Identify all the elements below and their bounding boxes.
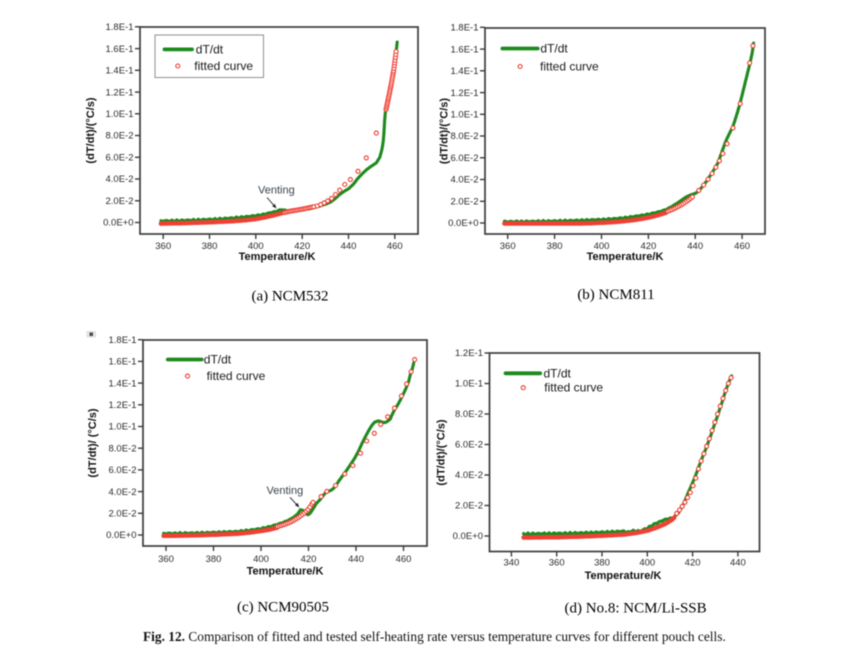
- svg-text:(a) NCM532: (a) NCM532: [251, 288, 328, 304]
- svg-text:4.0E-2: 4.0E-2: [451, 175, 479, 186]
- svg-text:440: 440: [341, 241, 357, 252]
- svg-text:1.8E-1: 1.8E-1: [106, 22, 134, 33]
- svg-text:1.0E-1: 1.0E-1: [106, 109, 134, 120]
- svg-text:460: 460: [396, 554, 412, 565]
- svg-text:1.6E-1: 1.6E-1: [451, 44, 479, 55]
- svg-text:dT/dt: dT/dt: [540, 42, 568, 56]
- svg-text:0.0E+0: 0.0E+0: [106, 530, 136, 541]
- svg-text:(dT/dt)/(°C/s): (dT/dt)/(°C/s): [436, 419, 448, 485]
- svg-text:6.0E-2: 6.0E-2: [106, 153, 134, 164]
- svg-text:2.0E-2: 2.0E-2: [455, 501, 483, 512]
- svg-text:fitted curve: fitted curve: [207, 369, 266, 383]
- svg-text:420: 420: [294, 241, 310, 252]
- svg-text:1.2E-1: 1.2E-1: [106, 87, 134, 98]
- svg-text:(c) NCM90505: (c) NCM90505: [237, 600, 329, 616]
- svg-text:8.0E-2: 8.0E-2: [106, 131, 134, 142]
- svg-text:6.0E-2: 6.0E-2: [451, 153, 479, 164]
- svg-text:8.0E-2: 8.0E-2: [455, 409, 483, 420]
- svg-text:360: 360: [158, 554, 174, 565]
- svg-text:1.4E-1: 1.4E-1: [451, 66, 479, 77]
- svg-text:0.0E+0: 0.0E+0: [453, 531, 483, 542]
- svg-text:400: 400: [248, 241, 264, 252]
- svg-text:2.0E-2: 2.0E-2: [106, 196, 134, 207]
- svg-text:360: 360: [500, 241, 516, 252]
- svg-text:1.0E-1: 1.0E-1: [109, 422, 137, 433]
- svg-text:460: 460: [734, 241, 750, 252]
- svg-text:1.2E-1: 1.2E-1: [451, 88, 479, 99]
- svg-text:0.0E+0: 0.0E+0: [103, 218, 133, 229]
- svg-text:380: 380: [206, 554, 222, 565]
- svg-text:340: 340: [503, 558, 519, 569]
- svg-text:2.0E-2: 2.0E-2: [451, 197, 479, 208]
- svg-text:Temperature/K: Temperature/K: [587, 251, 664, 263]
- svg-text:380: 380: [594, 558, 610, 569]
- svg-text:1.4E-1: 1.4E-1: [106, 66, 134, 77]
- svg-text:460: 460: [387, 241, 403, 252]
- svg-text:1.0E-1: 1.0E-1: [455, 379, 483, 390]
- svg-text:Temperature/K: Temperature/K: [585, 570, 662, 582]
- svg-text:1.6E-1: 1.6E-1: [109, 357, 137, 368]
- svg-text:8.0E-2: 8.0E-2: [109, 443, 137, 454]
- svg-text:6.0E-2: 6.0E-2: [109, 465, 137, 476]
- svg-text:1.2E-1: 1.2E-1: [455, 348, 483, 359]
- svg-text:4.0E-2: 4.0E-2: [455, 470, 483, 481]
- svg-text:1.4E-1: 1.4E-1: [109, 378, 137, 389]
- svg-text:1.2E-1: 1.2E-1: [109, 400, 137, 411]
- svg-text:440: 440: [687, 241, 703, 252]
- svg-text:dT/dt: dT/dt: [204, 353, 232, 367]
- svg-text:400: 400: [639, 558, 655, 569]
- svg-text:1.8E-1: 1.8E-1: [451, 23, 479, 34]
- svg-text:420: 420: [640, 241, 656, 252]
- svg-text:380: 380: [202, 241, 218, 252]
- svg-text:(b) NCM811: (b) NCM811: [577, 287, 654, 303]
- svg-text:0.0E+0: 0.0E+0: [448, 218, 478, 229]
- svg-text:dT/dt: dT/dt: [196, 42, 224, 56]
- svg-text:(dT/dt)/(°C/s): (dT/dt)/(°C/s): [85, 97, 97, 163]
- svg-text:400: 400: [594, 241, 610, 252]
- svg-text:4.0E-2: 4.0E-2: [109, 487, 137, 498]
- svg-text:fitted curve: fitted curve: [194, 59, 253, 73]
- svg-text:2.0E-2: 2.0E-2: [109, 509, 137, 520]
- svg-text:(d) No.8: NCM/Li-SSB: (d) No.8: NCM/Li-SSB: [565, 601, 707, 617]
- svg-text:Fig. 12. Comparison of fitted: Fig. 12. Comparison of fitted and tested…: [143, 629, 726, 644]
- svg-text:420: 420: [685, 558, 701, 569]
- svg-text:dT/dt: dT/dt: [544, 366, 572, 380]
- svg-text:420: 420: [301, 554, 317, 565]
- svg-text:440: 440: [730, 558, 746, 569]
- svg-text:360: 360: [549, 558, 565, 569]
- svg-text:(dT/dt)/ (°C/s): (dT/dt)/ (°C/s): [87, 408, 99, 477]
- svg-text:1.6E-1: 1.6E-1: [106, 44, 134, 55]
- svg-text:440: 440: [348, 554, 364, 565]
- svg-text:(dT/dt)/(°C/s): (dT/dt)/(°C/s): [439, 98, 451, 164]
- svg-text:Venting: Venting: [258, 185, 295, 197]
- svg-text:Venting: Venting: [267, 485, 304, 497]
- svg-text:400: 400: [253, 554, 269, 565]
- svg-text:360: 360: [155, 241, 171, 252]
- svg-text:8.0E-2: 8.0E-2: [451, 131, 479, 142]
- svg-text:Temperature/K: Temperature/K: [239, 251, 316, 263]
- svg-text:380: 380: [547, 241, 563, 252]
- svg-text:4.0E-2: 4.0E-2: [106, 174, 134, 185]
- svg-text:fitted curve: fitted curve: [544, 381, 603, 395]
- svg-text:Temperature/K: Temperature/K: [247, 566, 324, 578]
- svg-text:6.0E-2: 6.0E-2: [455, 440, 483, 451]
- svg-text:fitted curve: fitted curve: [540, 60, 599, 74]
- svg-text:1.0E-1: 1.0E-1: [451, 110, 479, 121]
- svg-text:1.8E-1: 1.8E-1: [109, 335, 137, 346]
